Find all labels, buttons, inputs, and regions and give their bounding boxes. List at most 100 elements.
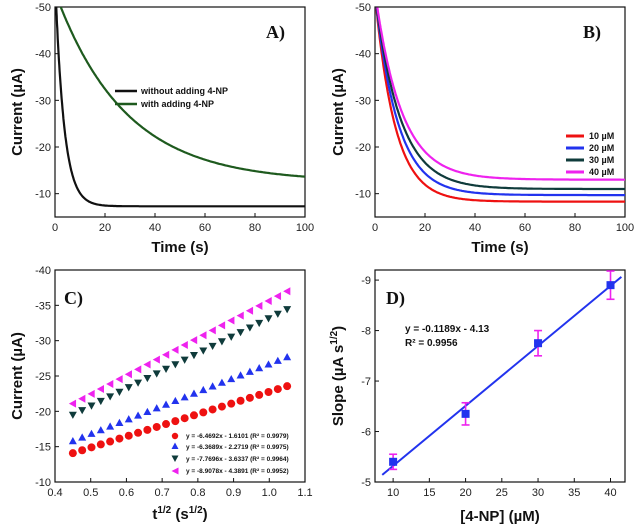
legend-label-10uM: 10 µM (589, 131, 614, 141)
xtick-label: 0 (372, 222, 378, 234)
panel-a-ylabel: Current (µA) (9, 68, 26, 156)
data-point-c3 (236, 311, 244, 320)
data-point-c1 (115, 418, 124, 426)
data-point-c2 (236, 329, 245, 337)
ytick-label: -6 (361, 427, 371, 439)
xtick-label: 20 (419, 222, 431, 234)
data-point-c3 (283, 287, 291, 296)
panel-a-xlabel: Time (s) (151, 239, 208, 256)
xtick-label: 10 (387, 487, 399, 499)
ytick-label: -35 (35, 300, 51, 312)
data-point-c1 (124, 415, 133, 423)
data-point-c1 (273, 356, 282, 364)
data-point-c1 (208, 382, 217, 390)
ytick-label: -40 (35, 49, 51, 61)
ytick-label: -20 (35, 142, 51, 154)
panel-d-ylabel-main: Slope (µA s (330, 345, 347, 426)
data-point-c3 (227, 316, 235, 325)
data-point-c0 (124, 431, 133, 440)
panel-d-xticks: 10 15 20 25 30 35 40 (387, 478, 617, 499)
panel-d-yticks: -5 -6 -7 -8 -9 (361, 275, 379, 489)
data-point-c3 (115, 375, 123, 384)
data-point-c1 (283, 353, 292, 361)
panel-b: 0 20 40 60 80 100 -10 -20 -30 -40 -50 B) Time (s)… (330, 2, 634, 256)
data-point-c1 (162, 400, 171, 408)
ytick-label: -25 (35, 371, 51, 383)
data-point-d1 (461, 409, 470, 418)
panel-b-xlabel: Time (s) (471, 239, 528, 256)
panel-a-xticks: 0 20 40 60 80 100 (52, 213, 314, 234)
panel-d-frame (374, 269, 626, 483)
legend-label-c1: y = -6.3689x - 2.2719 (R² = 0.9975) (186, 444, 289, 451)
data-point-d2 (534, 339, 543, 348)
xtick-label: 40 (604, 487, 616, 499)
data-point-c3 (152, 355, 160, 364)
data-point-c1 (134, 411, 143, 419)
data-point-c3 (273, 292, 282, 301)
data-point-c2 (152, 370, 161, 378)
legend-marker-c2 (171, 455, 179, 462)
panel-b-plot (375, 7, 625, 203)
data-point-d3 (606, 281, 615, 290)
data-point-c0 (180, 414, 189, 423)
series-line-2 (375, 7, 625, 191)
data-point-c2 (143, 374, 152, 383)
data-point-c0 (245, 393, 254, 402)
panel-d-xlabel: [4-NP] (µM) (460, 508, 539, 525)
data-point-c3 (162, 350, 170, 359)
ytick-label: -40 (35, 265, 51, 277)
data-point-c2 (217, 338, 226, 346)
data-point-d0 (389, 457, 398, 466)
data-point-c2 (245, 324, 254, 332)
xtick-label: 1.1 (297, 487, 312, 499)
ytick-label: -10 (355, 189, 371, 201)
data-point-c2 (189, 352, 198, 360)
data-point-c1 (96, 426, 105, 434)
data-point-c0 (152, 422, 161, 431)
data-point-c0 (162, 420, 171, 429)
panel-c-xlabel-t: t (152, 506, 157, 523)
series-line-1 (375, 7, 625, 197)
data-point-c0 (115, 434, 124, 443)
data-point-c1 (245, 367, 254, 375)
panel-c-label: C) (64, 288, 83, 309)
xtick-label: 100 (616, 222, 634, 234)
data-point-c3 (134, 365, 142, 374)
data-point-c2 (180, 356, 189, 364)
ytick-label: -10 (35, 477, 51, 489)
data-point-c0 (236, 396, 245, 405)
xtick-label: 0.4 (47, 487, 62, 499)
data-point-c3 (189, 336, 198, 345)
xtick-label: 0.9 (226, 487, 241, 499)
panel-d: 10 15 20 25 30 35 40 -5 -6 -7 -8 -9 D) [4-NP] (µM)… (329, 269, 626, 525)
ytick-label: -30 (355, 95, 371, 107)
ytick-label: -7 (361, 376, 371, 388)
panel-a-frame (54, 6, 306, 218)
data-point-c1 (236, 371, 245, 379)
data-point-c3 (78, 394, 86, 403)
series-line-0 (55, 7, 305, 208)
data-point-c2 (115, 388, 124, 396)
xtick-label: 30 (532, 487, 544, 499)
data-point-c2 (87, 402, 96, 410)
data-point-c2 (96, 397, 105, 406)
data-point-c3 (143, 360, 151, 369)
data-point-c3 (87, 389, 95, 398)
series-line-1 (59, 7, 305, 178)
xtick-label: 25 (496, 487, 508, 499)
legend-label-with: with adding 4-NP (140, 99, 214, 109)
data-point-c1 (180, 393, 189, 401)
data-point-c2 (264, 315, 273, 323)
data-point-c0 (106, 437, 115, 446)
xtick-label: 0 (52, 222, 58, 234)
xtick-label: 15 (423, 487, 435, 499)
data-point-c0 (217, 402, 226, 411)
xtick-label: 0.6 (119, 487, 134, 499)
panel-d-ylabel: Slope (µA s1/2) (329, 326, 347, 426)
panel-c-plot (68, 287, 292, 458)
legend-marker-c0 (171, 432, 179, 440)
panel-c-legend: y = -6.4692x - 1.6101 (R² = 0.9979) y = … (171, 432, 289, 475)
panel-a-label: A) (266, 22, 285, 43)
data-point-c1 (227, 374, 236, 383)
